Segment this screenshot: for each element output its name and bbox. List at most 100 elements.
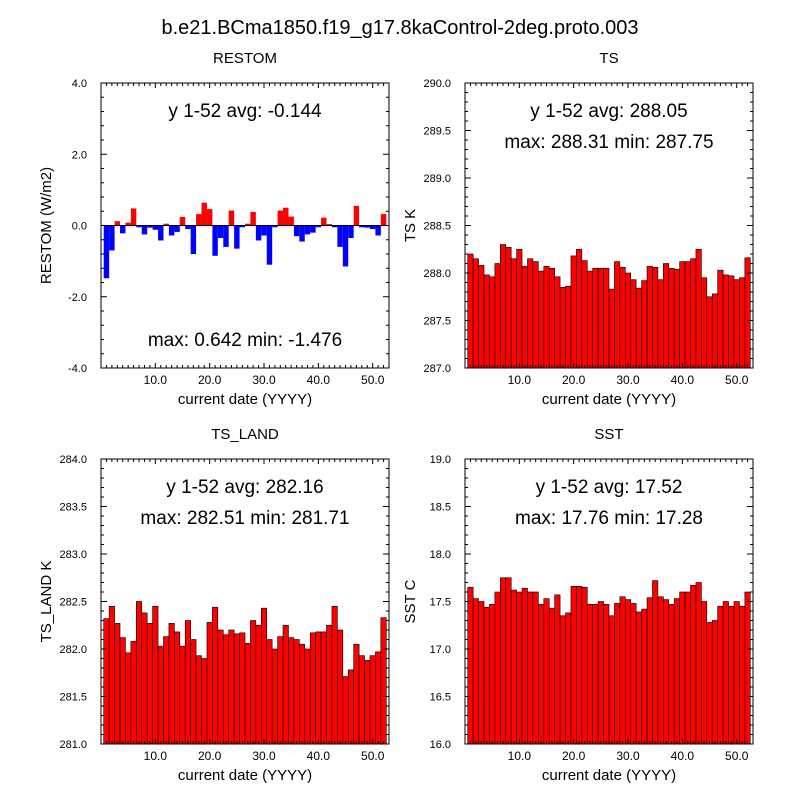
bar (500, 577, 507, 745)
bar (684, 591, 691, 745)
bar (467, 253, 474, 369)
bar (163, 636, 170, 745)
bar (619, 266, 626, 369)
bar (646, 597, 653, 745)
bar (581, 586, 588, 745)
bar (347, 669, 354, 745)
bar (152, 605, 159, 745)
bar (673, 268, 680, 369)
bar (125, 652, 132, 745)
bar (722, 274, 729, 369)
bar (353, 643, 360, 745)
bar (592, 604, 599, 745)
y-tick-label: 284.0 (59, 454, 87, 466)
bar (364, 660, 371, 745)
bar (174, 631, 181, 745)
x-tick-label: 40.0 (671, 373, 695, 387)
bar (739, 277, 746, 369)
bar (717, 269, 724, 369)
bar (250, 620, 257, 745)
y-axis-label: SST C (402, 579, 419, 623)
bar (679, 591, 686, 745)
bar (119, 637, 126, 745)
bar (494, 263, 501, 369)
bar (282, 624, 289, 745)
bar (310, 225, 316, 233)
x-tick-label: 20.0 (562, 373, 586, 387)
y-tick-label: 288.5 (423, 221, 451, 233)
bar (510, 258, 517, 369)
y-tick-label: 283.0 (59, 549, 87, 561)
bar (489, 276, 496, 369)
bar (516, 591, 523, 745)
bar (663, 263, 670, 369)
y-tick-label: 289.0 (423, 173, 451, 185)
bar (358, 655, 365, 745)
bar (543, 266, 550, 369)
chart-title: RESTOM (213, 50, 277, 67)
bar (521, 266, 528, 369)
chart-panel-restom: 10.0 20.0 30.0 40.0 50.0 -4.0 -2.0 0.0 2.0 4.0 RES… (38, 50, 390, 408)
bar (331, 225, 338, 228)
bar (342, 676, 349, 745)
y-tick-label: 281.5 (59, 692, 87, 704)
bar (185, 225, 191, 230)
bar (538, 604, 545, 745)
bar (679, 261, 686, 369)
bar (342, 225, 349, 267)
bar (217, 629, 224, 745)
bar (201, 658, 208, 745)
bar (272, 225, 278, 228)
bar (206, 622, 213, 745)
bar (538, 270, 545, 369)
bar (472, 258, 479, 369)
bar (103, 225, 110, 279)
bar (641, 280, 648, 369)
x-tick-label: 50.0 (725, 373, 749, 387)
y-axis-label: TS_LAND K (38, 561, 55, 643)
bar (337, 225, 343, 247)
bar (478, 265, 485, 369)
bar (130, 208, 137, 226)
annotation-avg: y 1-52 avg: 282.16 (166, 477, 323, 498)
y-tick-label: 281.0 (59, 739, 87, 751)
bar (261, 225, 267, 236)
bar (309, 632, 316, 745)
bar (673, 598, 680, 745)
y-tick-label: 290.0 (423, 78, 451, 90)
bar (722, 601, 729, 745)
bar (527, 591, 534, 745)
bar (608, 615, 615, 745)
bar (114, 623, 121, 745)
bar (266, 639, 273, 745)
bar (548, 607, 555, 745)
y-tick-label: 19.0 (430, 454, 451, 466)
bar (103, 618, 110, 745)
bar (174, 225, 180, 232)
y-tick-label: 2.0 (72, 149, 87, 161)
bar (554, 276, 561, 369)
bar (668, 267, 675, 369)
bar (136, 601, 143, 745)
bar (733, 279, 740, 369)
bar (608, 288, 615, 369)
bar (521, 587, 528, 745)
y-tick-label: 17.0 (430, 644, 451, 656)
bar (228, 629, 235, 745)
bar (108, 605, 115, 745)
x-tick-label: 10.0 (508, 749, 532, 763)
bar (364, 225, 370, 228)
x-axis-label: current date (YYYY) (542, 767, 676, 784)
bar (597, 601, 604, 745)
bar (348, 225, 354, 238)
x-tick-label: 30.0 (616, 373, 640, 387)
bar (196, 214, 202, 226)
bar (652, 266, 659, 369)
bar (505, 577, 512, 745)
bar (190, 639, 197, 745)
bar (293, 639, 300, 745)
bar (565, 612, 572, 745)
x-axis-label: current date (YYYY) (178, 767, 312, 784)
bar (239, 632, 246, 745)
bar (120, 225, 126, 234)
